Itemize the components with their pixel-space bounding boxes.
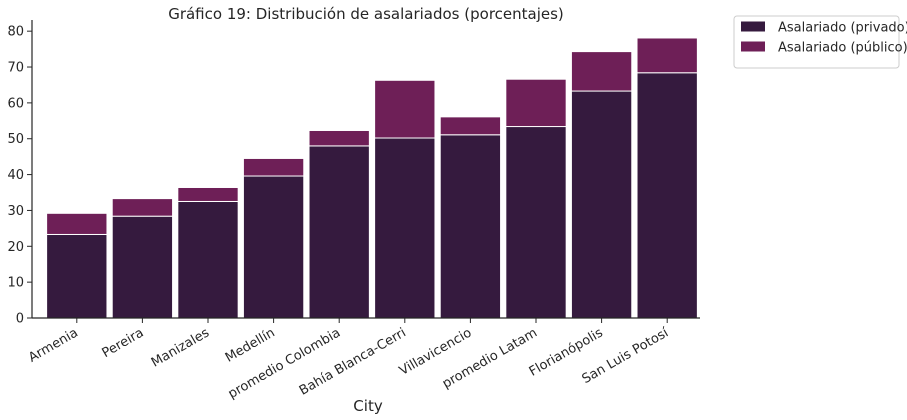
legend-label: Asalariado (público) (778, 41, 907, 56)
bar-segment-publico (570, 51, 633, 92)
bar-segment-privado (636, 72, 698, 319)
bar-segment-privado (242, 175, 305, 319)
x-tick-label: Manizales (149, 325, 212, 370)
y-tick-label: 50 (7, 132, 24, 147)
x-tick-label: promedio Colombia (226, 325, 343, 401)
bar-segment-publico (111, 198, 174, 217)
bar-segment-privado (374, 137, 436, 319)
bars-group (46, 37, 698, 319)
y-tick-label: 0 (16, 312, 24, 327)
bar-segment-privado (177, 200, 239, 319)
bar-segment-publico (505, 78, 567, 128)
x-tick-label: Armenia (26, 325, 81, 365)
legend-label: Asalariado (privado) (778, 21, 907, 36)
bar-segment-privado (570, 90, 633, 319)
y-tick-label: 40 (7, 168, 24, 183)
chart-title: Gráfico 19: Distribución de asalariados … (168, 5, 564, 23)
bar-segment-publico (177, 186, 239, 202)
y-tick-label: 10 (7, 276, 24, 291)
bar-segment-publico (46, 212, 108, 235)
x-axis-title: City (353, 397, 383, 415)
y-tick-label: 80 (7, 25, 24, 40)
bar-segment-publico (374, 79, 436, 139)
bar-segment-publico (439, 116, 502, 136)
y-tick-label: 60 (7, 96, 24, 111)
legend-swatch (741, 21, 765, 32)
bar-segment-privado (46, 233, 108, 319)
bar-segment-publico (308, 129, 370, 147)
bar-segment-publico (636, 37, 698, 74)
legend-box (733, 15, 900, 69)
y-tick-label: 70 (7, 61, 24, 76)
bar-segment-privado (439, 134, 502, 319)
y-axis: 0 10 20 30 40 50 60 70 80 (7, 20, 33, 327)
y-tick-label: 20 (7, 240, 24, 255)
legend: Asalariado (privado) Asalariado (público) (733, 15, 907, 69)
y-tick-label: 30 (7, 204, 24, 219)
x-tick-label: Pereira (100, 325, 147, 361)
x-tick-label: Medellín (223, 325, 278, 365)
x-tick-label: Bahía Blanca-Cerri (297, 325, 409, 398)
bar-segment-privado (505, 126, 567, 319)
legend-swatch (741, 41, 765, 52)
bar-segment-publico (242, 157, 305, 177)
bar-segment-privado (111, 215, 174, 319)
bar-segment-privado (308, 145, 370, 319)
x-axis: Armenia Pereira Manizales Medellínpromedio … (26, 317, 700, 402)
